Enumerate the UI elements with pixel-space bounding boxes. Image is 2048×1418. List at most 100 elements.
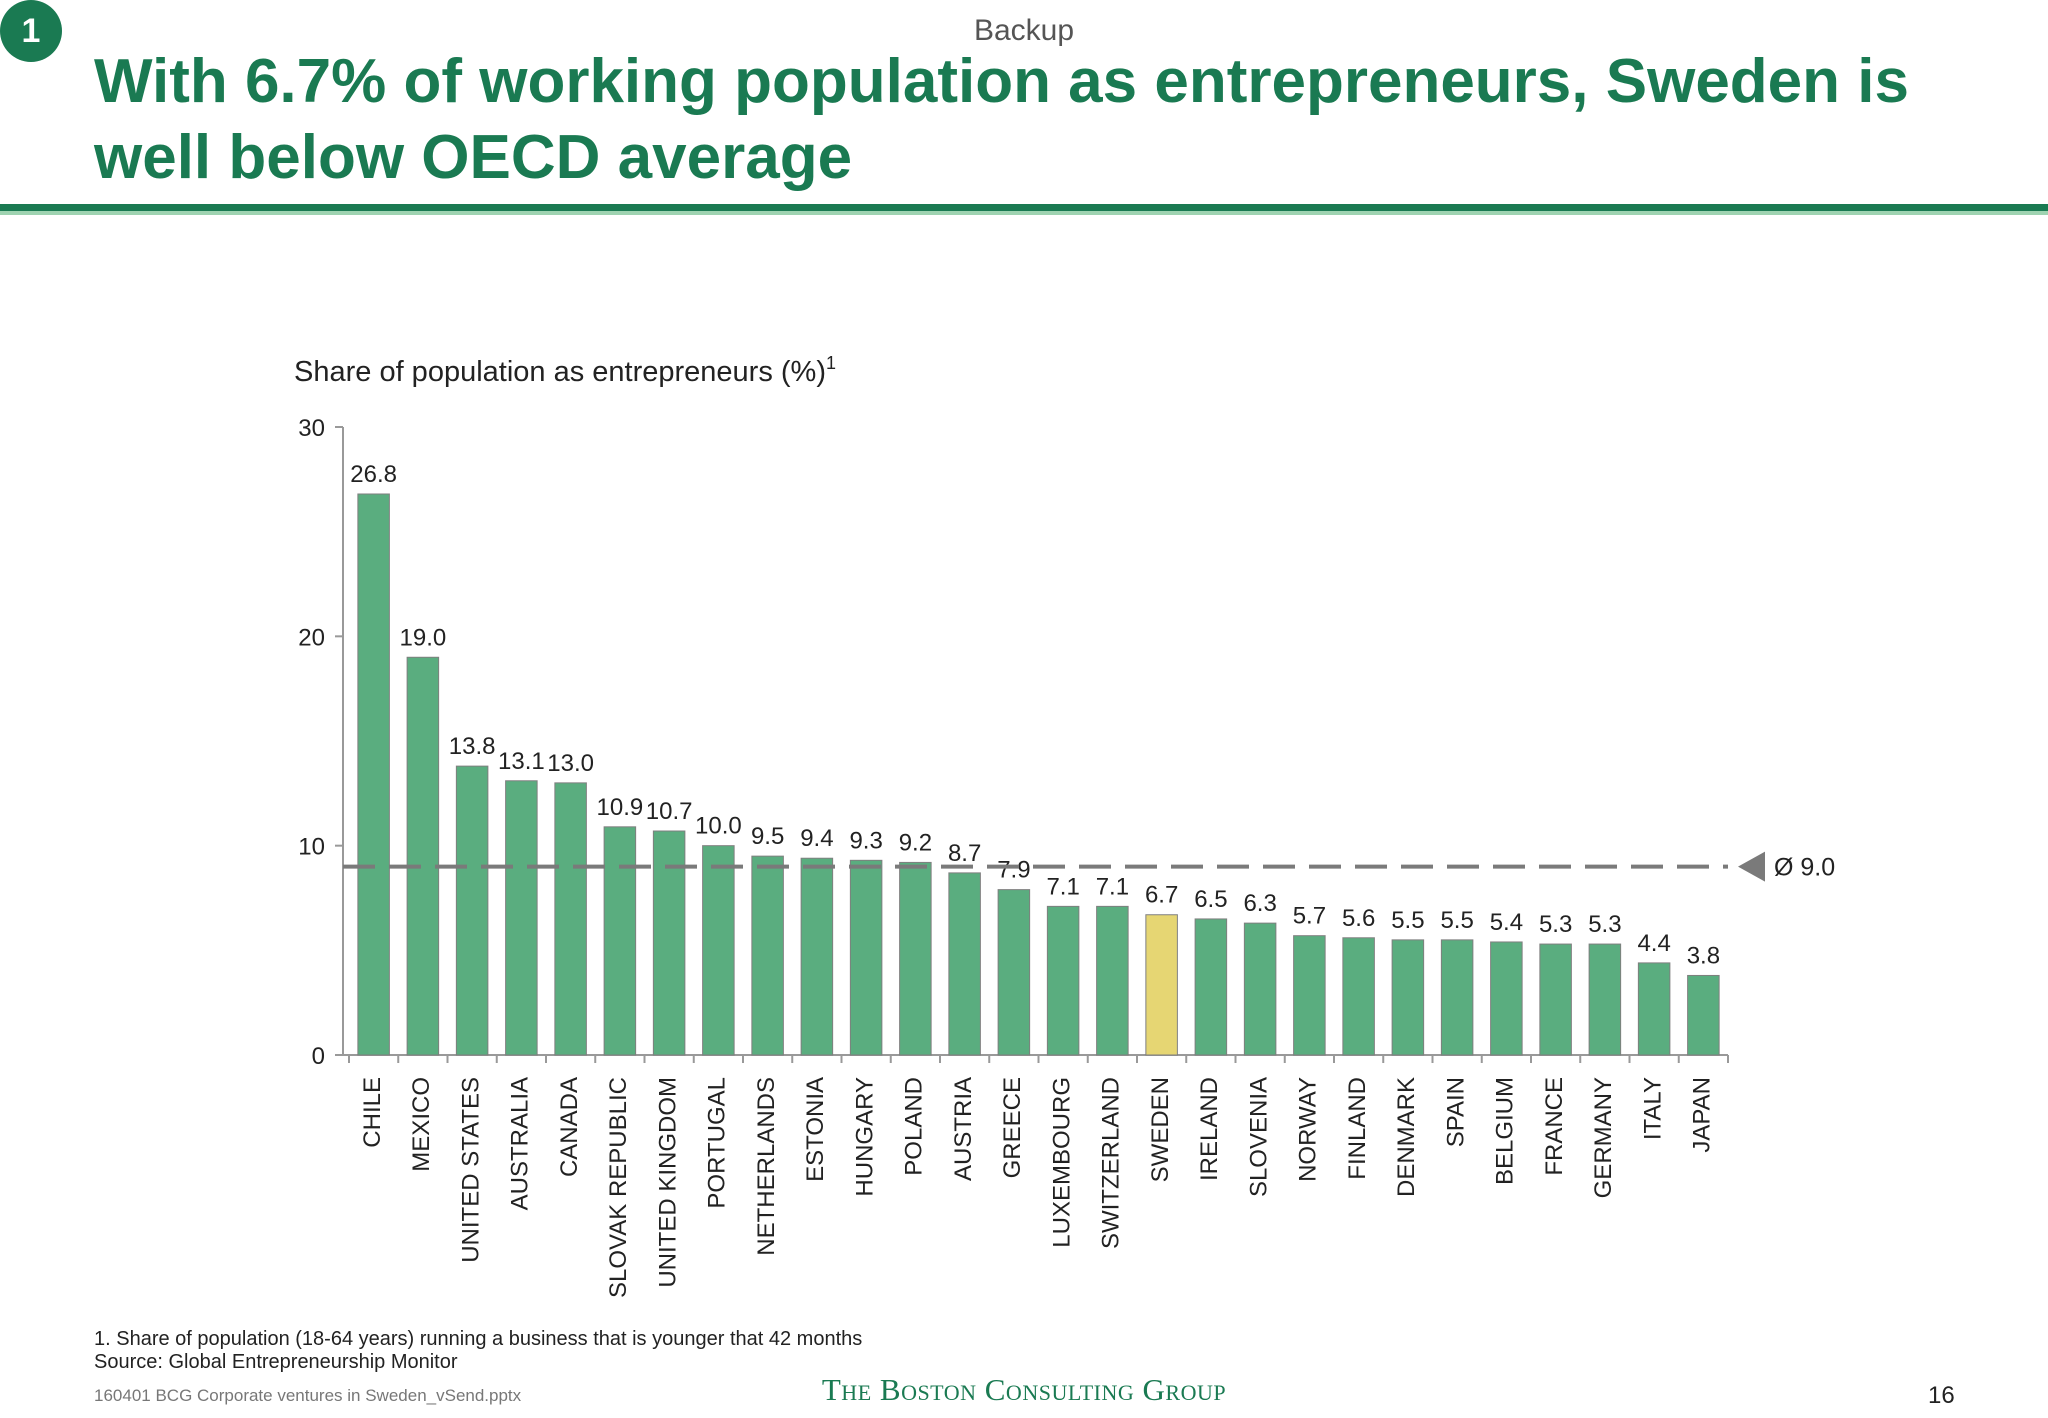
value-label: 10.7 [646, 798, 693, 825]
bar [505, 780, 538, 1056]
bar [603, 826, 637, 1056]
bar [1145, 914, 1178, 1056]
value-label: 7.1 [1046, 873, 1079, 900]
value-label: 13.8 [449, 733, 496, 760]
category-label: CHILE [359, 1077, 386, 1148]
value-label: 9.5 [751, 823, 784, 850]
bar [1293, 935, 1326, 1056]
category-label: POLAND [901, 1077, 928, 1176]
value-label: 13.1 [498, 748, 545, 775]
chart-title-superscript: 1 [826, 353, 836, 373]
value-label: 6.5 [1194, 886, 1227, 913]
value-label: 10.0 [695, 813, 742, 840]
category-label: DENMARK [1393, 1077, 1420, 1197]
footnote: 1. Share of population (18-64 years) run… [94, 1328, 862, 1374]
bar [554, 782, 587, 1056]
bar [455, 765, 489, 1056]
category-label: SWEDEN [1147, 1077, 1174, 1182]
backup-tag: Backup [973, 14, 1075, 47]
bar [997, 889, 1031, 1056]
title-rule [0, 204, 2048, 211]
value-label: 6.7 [1145, 882, 1178, 909]
category-label: SLOVENIA [1245, 1077, 1272, 1197]
average-label: Ø 9.0 [1774, 854, 1835, 882]
category-label: HUNGARY [851, 1077, 878, 1197]
category-label: BELGIUM [1492, 1077, 1519, 1185]
bar [1440, 939, 1474, 1056]
value-label: 3.8 [1687, 942, 1720, 969]
bar [1588, 943, 1622, 1056]
file-name: 160401 BCG Corporate ventures in Sweden_… [94, 1386, 522, 1405]
category-label: SLOVAK REPUBLIC [605, 1077, 632, 1298]
chart-title: Share of population as entrepreneurs (%)… [294, 353, 836, 388]
value-label: 13.0 [547, 750, 594, 777]
page-number: 16 [1928, 1382, 1955, 1409]
value-label: 5.5 [1391, 907, 1424, 934]
average-arrow-icon [1738, 851, 1765, 882]
category-label: IRELAND [1196, 1077, 1223, 1181]
value-label: 5.4 [1490, 909, 1523, 936]
bar [406, 656, 440, 1056]
value-label: 8.7 [948, 840, 981, 867]
category-label: JAPAN [1689, 1077, 1716, 1153]
category-label: AUSTRALIA [507, 1077, 534, 1210]
bar [1243, 922, 1277, 1056]
category-label: GREECE [999, 1077, 1026, 1178]
value-label: 5.5 [1440, 907, 1473, 934]
bar [1687, 974, 1720, 1056]
category-label: ITALY [1639, 1077, 1666, 1140]
category-label: LUXEMBOURG [1048, 1077, 1075, 1248]
value-label: 5.6 [1342, 905, 1375, 932]
value-label: 5.7 [1293, 903, 1326, 930]
bar [849, 859, 883, 1056]
bar [751, 855, 784, 1056]
bar [1342, 937, 1375, 1056]
value-label: 9.4 [800, 825, 833, 852]
value-label: 5.3 [1539, 911, 1572, 938]
category-label: CANADA [556, 1077, 583, 1177]
bar [1046, 905, 1080, 1056]
page-title: With 6.7% of working population as entre… [94, 47, 1909, 192]
bar [899, 861, 932, 1056]
category-label: SPAIN [1442, 1077, 1469, 1147]
bar [357, 493, 390, 1056]
bar [800, 857, 834, 1056]
bar [1096, 905, 1129, 1056]
footnote-definition: 1. Share of population (18-64 years) run… [94, 1328, 863, 1350]
bars [357, 493, 1720, 1056]
value-label: 9.2 [899, 829, 932, 856]
category-label: MEXICO [408, 1077, 435, 1172]
bar [1539, 943, 1572, 1056]
category-label: GERMANY [1590, 1077, 1617, 1198]
bar [1490, 941, 1523, 1056]
category-label: SWITZERLAND [1098, 1077, 1125, 1249]
category-label: FRANCE [1541, 1077, 1568, 1176]
value-label: 7.9 [997, 857, 1030, 884]
bar [1391, 939, 1425, 1056]
chart-title-text: Share of population as entrepreneurs (%) [294, 356, 826, 388]
value-label: 4.4 [1637, 930, 1670, 957]
footnote-source: Source: Global Entrepreneurship Monitor [94, 1351, 458, 1373]
category-label: UNITED STATES [457, 1077, 484, 1263]
category-label: PORTUGAL [704, 1077, 731, 1209]
value-label: 9.3 [849, 827, 882, 854]
average-marker: Ø 9.0 [343, 851, 1835, 882]
value-label: 10.9 [597, 794, 644, 821]
bar [702, 845, 735, 1056]
value-labels: 26.8 19.0 13.813.1 13.010.9 10.710.0 9.5 9.4 9.… [350, 461, 1720, 969]
category-label: FINLAND [1344, 1077, 1371, 1180]
value-label: 6.3 [1243, 890, 1276, 917]
value-label: 5.3 [1588, 911, 1621, 938]
y-tick-label: 10 [298, 834, 325, 861]
category-labels: CHILE MEXICO UNITED STATES AUSTRALIA CANADA S… [359, 1077, 1716, 1298]
category-label: AUSTRIA [950, 1077, 977, 1181]
value-label: 19.0 [400, 624, 447, 651]
bar [1637, 962, 1671, 1056]
category-label: NORWAY [1295, 1077, 1322, 1182]
y-tick-label: 30 [298, 415, 325, 442]
bar [1194, 918, 1228, 1056]
title-rule-light [0, 211, 2048, 215]
category-label: UNITED KINGDOM [654, 1077, 681, 1288]
category-label: NETHERLANDS [753, 1077, 780, 1256]
bar-chart: Share of population as entrepreneurs (%)… [294, 353, 1835, 1298]
